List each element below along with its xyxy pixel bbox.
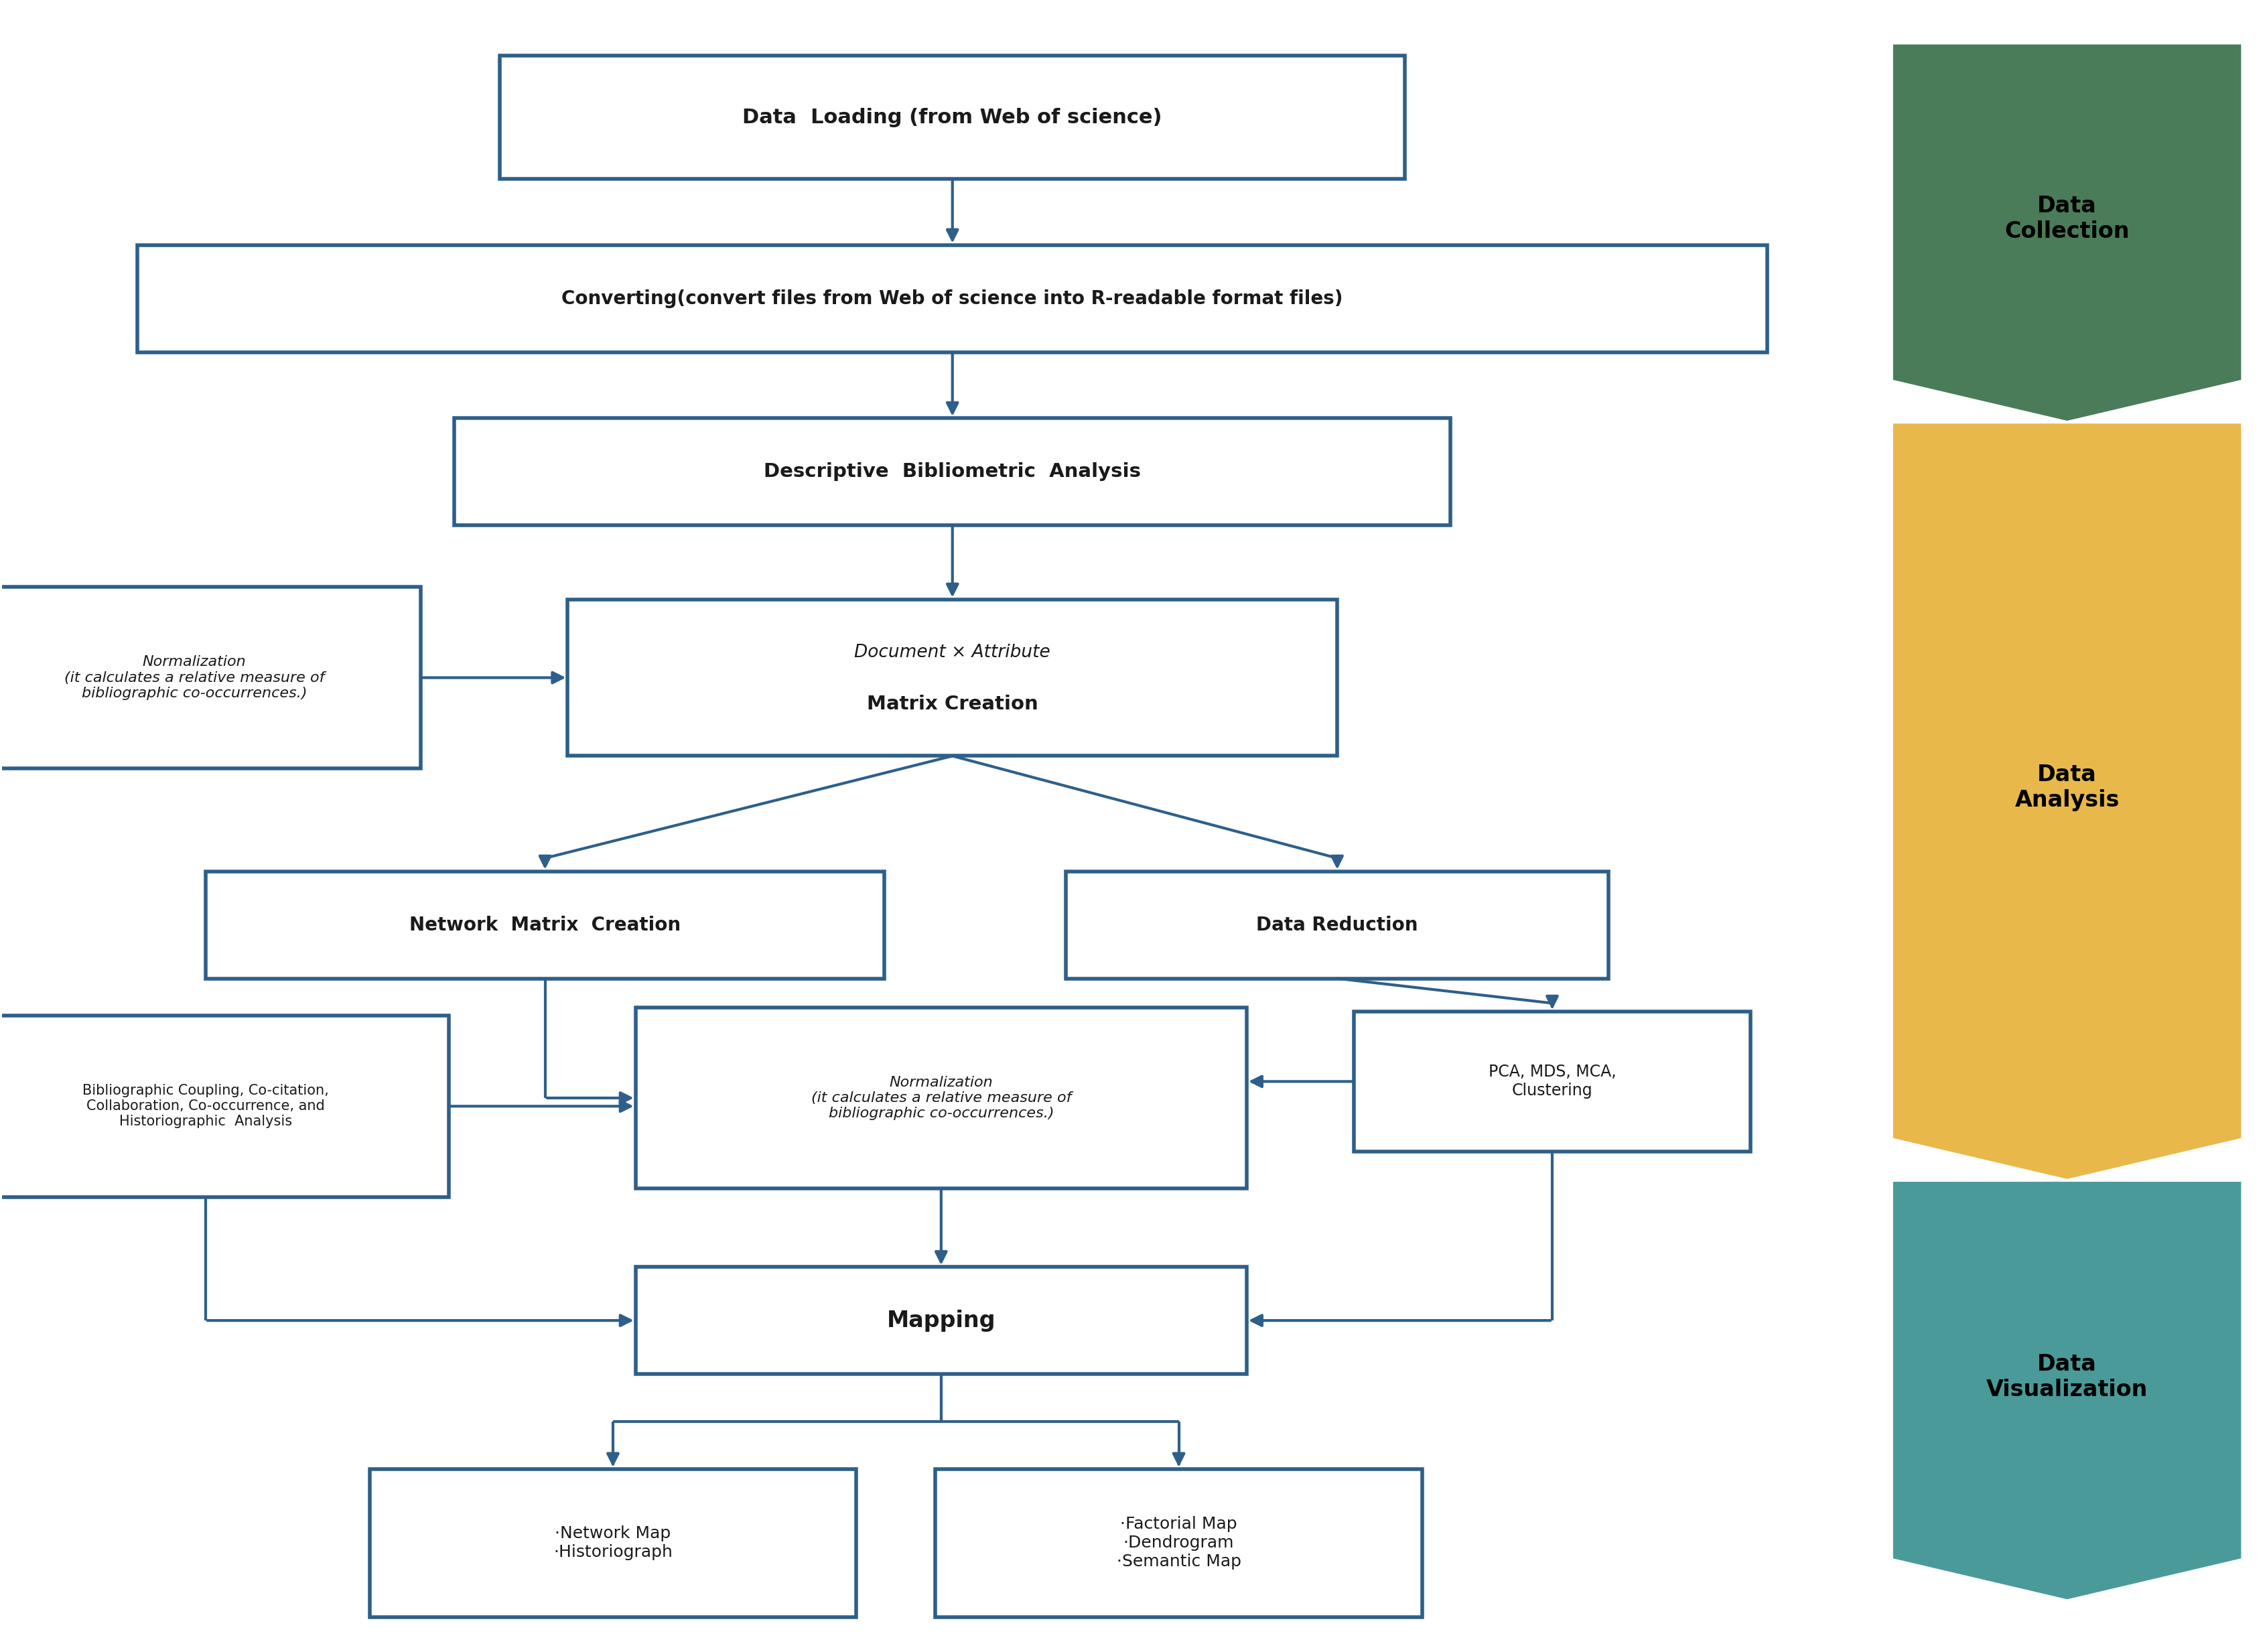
Text: Descriptive  Bibliometric  Analysis: Descriptive Bibliometric Analysis [764, 463, 1140, 481]
Text: Matrix Creation: Matrix Creation [866, 695, 1038, 714]
Text: Normalization
(it calculates a relative measure of
bibliographic co-occurrences.: Normalization (it calculates a relative … [812, 1075, 1072, 1120]
Polygon shape [1891, 43, 2242, 423]
Text: Network  Matrix  Creation: Network Matrix Creation [410, 915, 680, 935]
Text: Data
Analysis: Data Analysis [2015, 763, 2120, 811]
FancyBboxPatch shape [635, 1267, 1247, 1374]
FancyBboxPatch shape [453, 418, 1451, 525]
FancyBboxPatch shape [138, 244, 1768, 352]
Text: ·Factorial Map
·Dendrogram
·Semantic Map: ·Factorial Map ·Dendrogram ·Semantic Map [1115, 1517, 1240, 1569]
Text: Data
Visualization: Data Visualization [1986, 1353, 2147, 1401]
Text: Mapping: Mapping [886, 1310, 995, 1332]
Text: PCA, MDS, MCA,
Clustering: PCA, MDS, MCA, Clustering [1489, 1064, 1616, 1099]
Text: Bibliographic Coupling, Co-citation,
Collaboration, Co-occurrence, and
Historiog: Bibliographic Coupling, Co-citation, Col… [82, 1084, 329, 1128]
Polygon shape [1891, 1181, 2242, 1601]
Text: Data  Loading (from Web of science): Data Loading (from Web of science) [744, 107, 1163, 127]
Text: Document × Attribute: Document × Attribute [855, 644, 1050, 661]
FancyBboxPatch shape [0, 586, 422, 768]
Text: Data Reduction: Data Reduction [1256, 915, 1419, 935]
Text: ·Network Map
·Historiograph: ·Network Map ·Historiograph [553, 1526, 673, 1561]
Polygon shape [1891, 423, 2242, 1181]
FancyBboxPatch shape [1065, 871, 1610, 978]
FancyBboxPatch shape [1353, 1011, 1750, 1151]
FancyBboxPatch shape [936, 1469, 1421, 1617]
Text: Converting(convert files from Web of science into R-readable format files): Converting(convert files from Web of sci… [562, 289, 1342, 307]
Text: Normalization
(it calculates a relative measure of
bibliographic co-occurrences.: Normalization (it calculates a relative … [63, 656, 324, 700]
FancyBboxPatch shape [499, 56, 1406, 178]
FancyBboxPatch shape [370, 1469, 857, 1617]
FancyBboxPatch shape [206, 871, 884, 978]
FancyBboxPatch shape [0, 1016, 449, 1196]
FancyBboxPatch shape [635, 1008, 1247, 1189]
Text: Data
Collection: Data Collection [2004, 195, 2129, 243]
FancyBboxPatch shape [567, 600, 1338, 757]
